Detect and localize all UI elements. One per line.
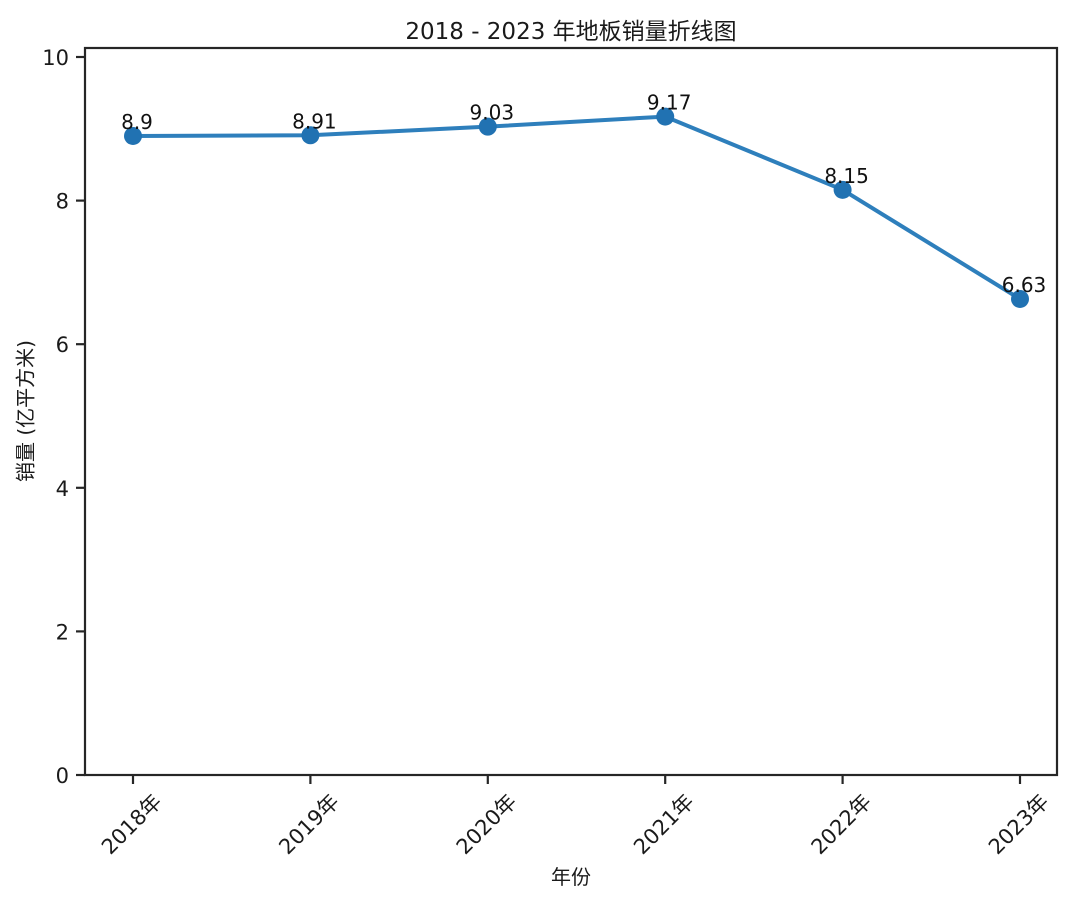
data-point-label: 8.91 [292,109,337,133]
data-point-marker [478,117,497,136]
data-point-label: 9.17 [647,91,692,115]
data-point-label: 8.9 [121,110,153,134]
y-tick-label: 8 [56,190,69,214]
data-point-label: 8.15 [824,164,869,188]
data-point-label: 6.63 [1002,273,1047,297]
chart-line [131,114,1022,301]
y-tick-label: 0 [56,764,69,788]
data-point-label: 9.03 [470,101,515,125]
axes-spines [83,46,1059,777]
x-tick-label: 2022年 [807,790,877,860]
data-point-marker [124,126,142,145]
x-tick-label: 2018年 [97,790,167,860]
data-point-marker [301,126,320,145]
x-tick-label: 2021年 [629,790,699,860]
x-tick-label: 2020年 [452,790,522,860]
y-tick-label: 4 [56,477,69,501]
x-axis-title: 年份 [551,865,591,889]
y-tick-label: 10 [42,46,69,70]
x-tick-label: 2023年 [984,790,1054,860]
data-point-marker [1011,289,1029,308]
chart-title: 2018 - 2023 年地板销量折线图 [405,19,737,45]
y-tick-label: 6 [56,333,69,357]
data-point-marker [656,107,675,126]
y-tick-label: 2 [56,620,69,644]
data-point-marker [833,180,852,199]
x-tick-label: 2019年 [274,790,344,860]
